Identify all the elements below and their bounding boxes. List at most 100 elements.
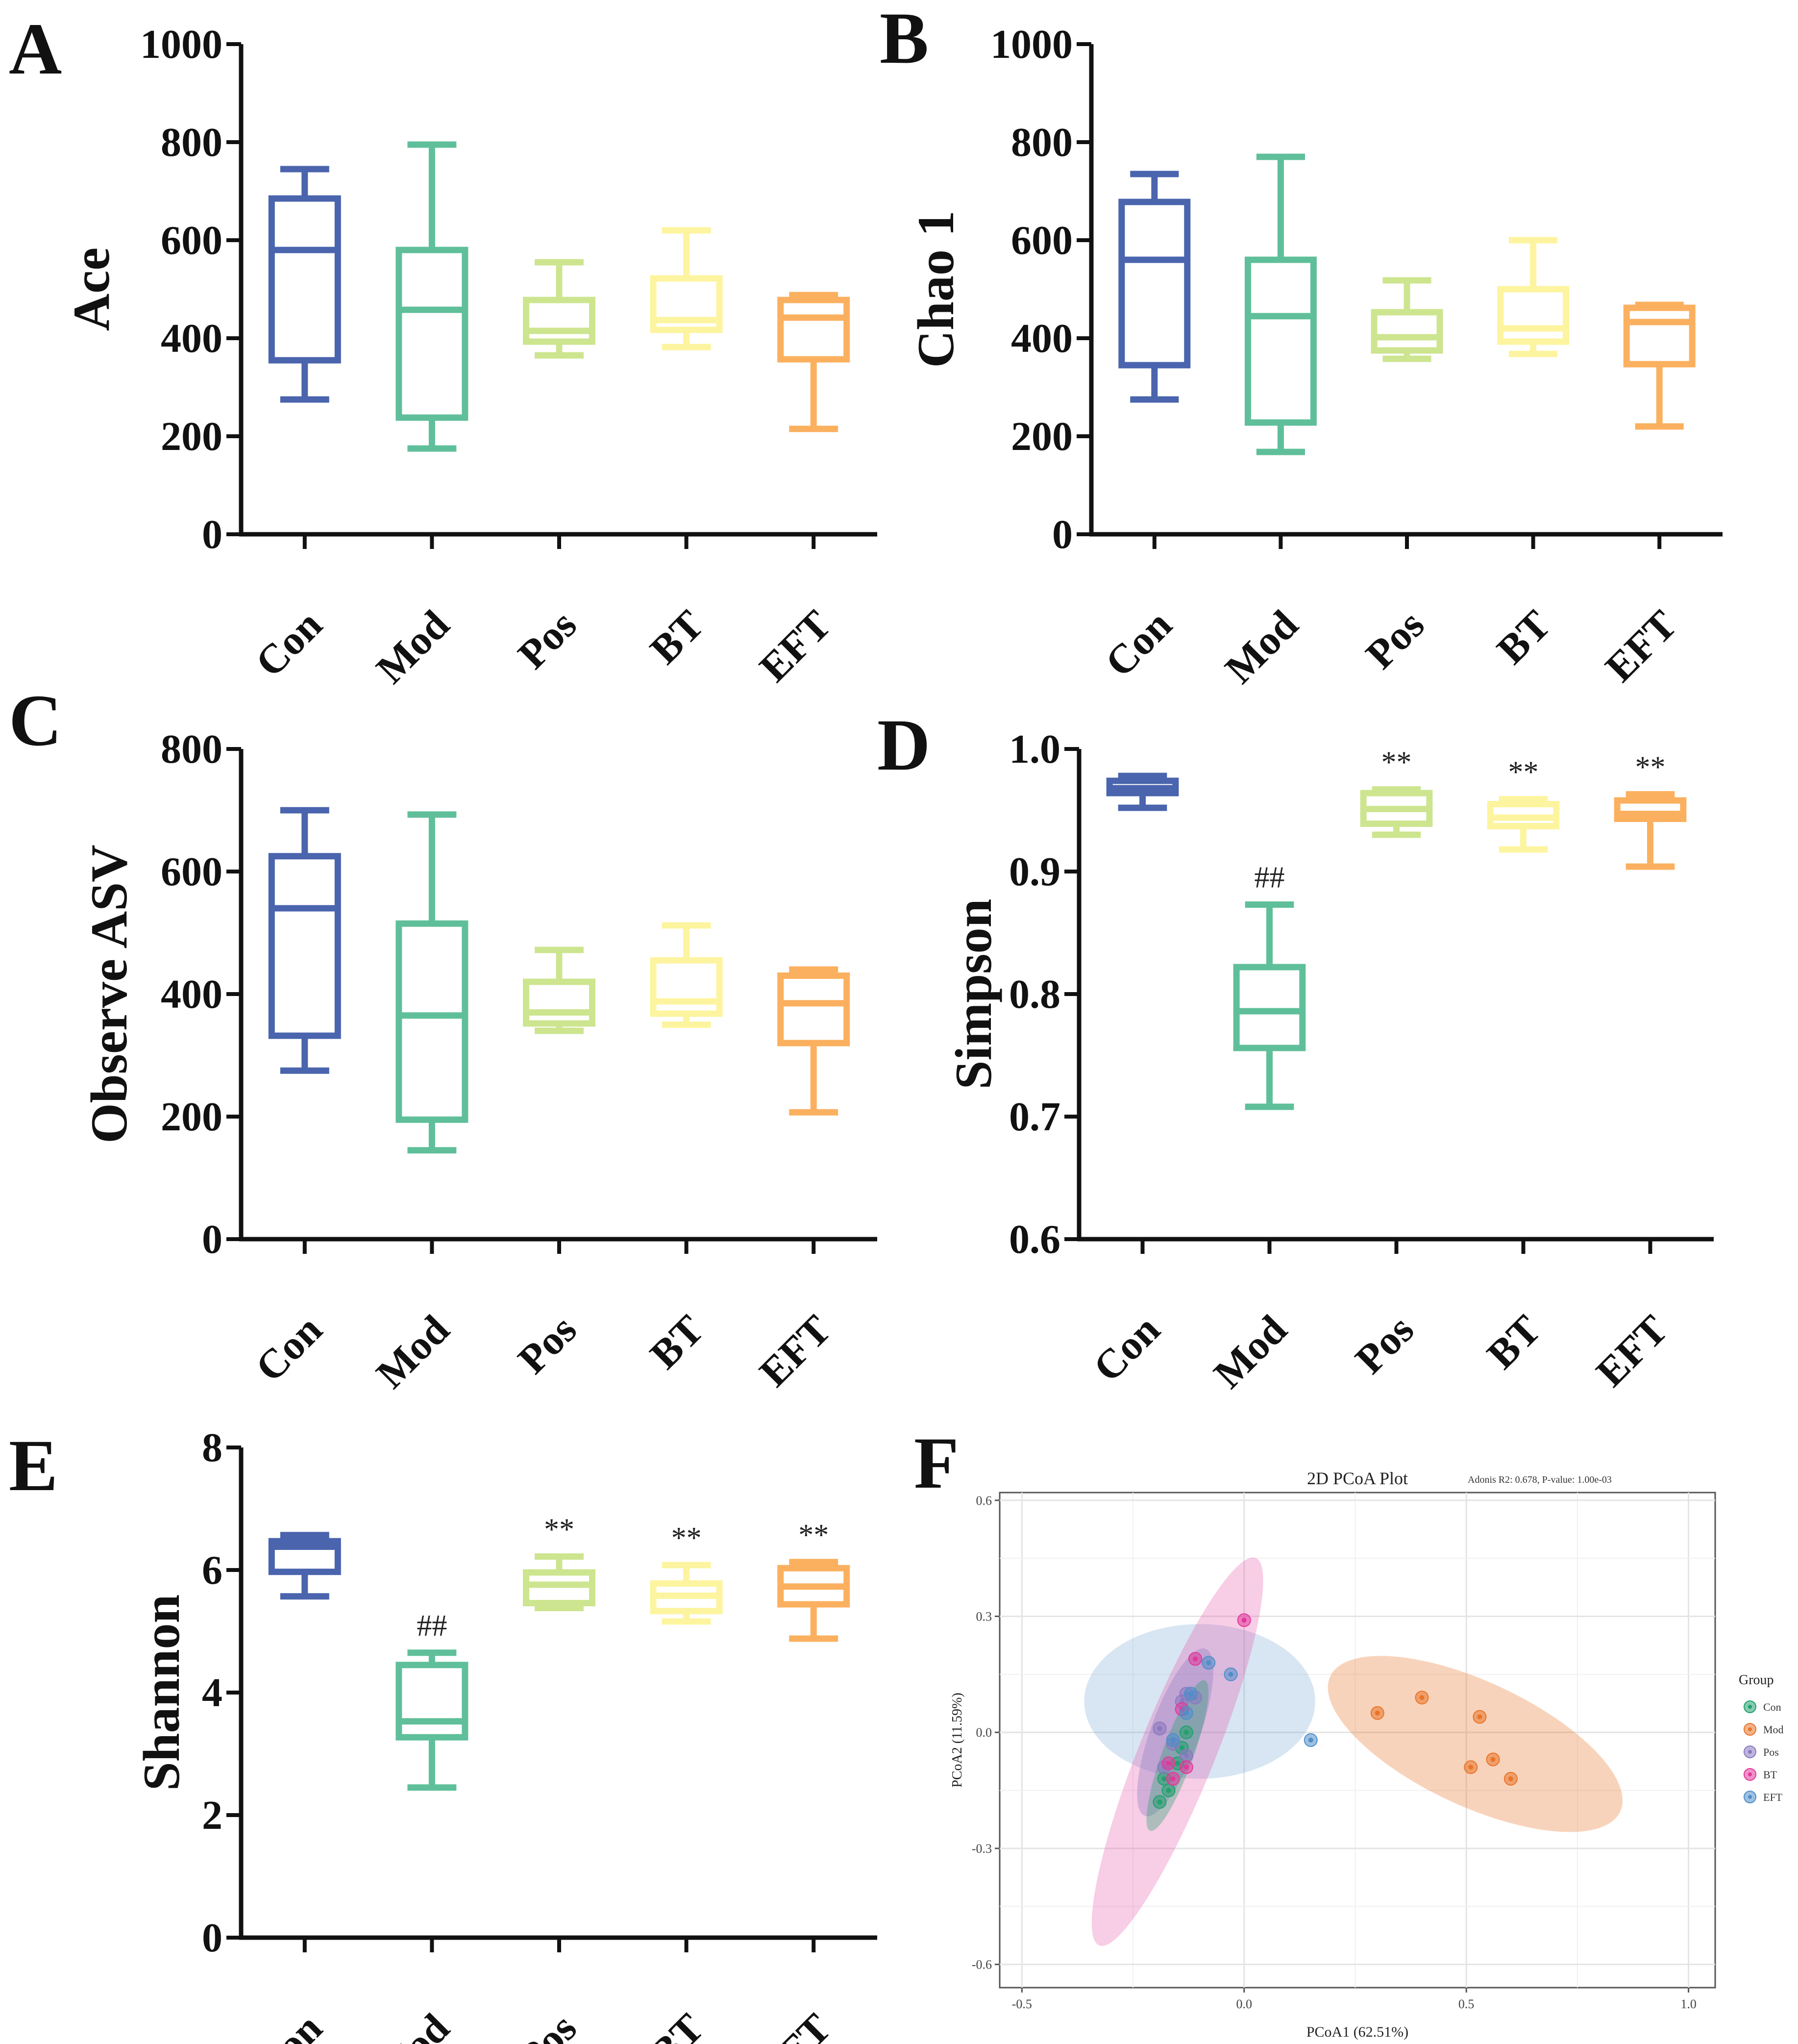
- y-tick-label: 400: [1011, 316, 1073, 361]
- iqr-box: [268, 1538, 341, 1575]
- significance-mark-bt: **: [671, 1521, 702, 1555]
- box-mod: [395, 1649, 468, 1791]
- y-tick-label: 800: [1011, 120, 1073, 165]
- point-core: [1179, 1745, 1184, 1750]
- y-tick-label: 1000: [140, 22, 222, 67]
- point-core: [1308, 1738, 1313, 1743]
- box-eft: [1614, 791, 1687, 870]
- point-core: [1175, 1761, 1180, 1766]
- y-tick-label: -0.6: [972, 1958, 992, 1972]
- box-pos: [523, 1553, 595, 1611]
- y-tick-label: 0.6: [1009, 1217, 1060, 1262]
- box-pos: [1360, 786, 1433, 838]
- data-point-mod: [1370, 1706, 1384, 1720]
- legend-item-pos: Pos: [1744, 1745, 1779, 1758]
- y-tick-label: 800: [161, 120, 222, 165]
- significance-mark-bt: **: [1508, 756, 1539, 789]
- legend-title: Group: [1739, 1672, 1774, 1688]
- point-core: [1183, 1730, 1189, 1735]
- data-point-bt: [1237, 1613, 1251, 1627]
- significance-mark-eft: **: [1635, 751, 1666, 784]
- y-tick-label: 0.9: [1009, 849, 1060, 895]
- legend-swatch-core: [1748, 1795, 1752, 1799]
- box-bt: [650, 922, 723, 1028]
- box-pos: [1371, 277, 1443, 362]
- box-bt: [1497, 237, 1570, 357]
- point-core: [1166, 1761, 1171, 1766]
- legend-swatch-core: [1748, 1750, 1752, 1754]
- plot-title: 2D PCoA Plot: [1307, 1469, 1408, 1488]
- box-mod: [395, 141, 468, 452]
- significance-mark-eft: **: [798, 1519, 829, 1552]
- y-tick-label: 800: [161, 726, 222, 772]
- box-pos: [523, 259, 595, 359]
- iqr-box: [1244, 256, 1317, 426]
- y-tick-label: 600: [161, 849, 222, 895]
- y-tick-label: 1.0: [1009, 726, 1060, 772]
- x-tick-label: 0.0: [1236, 1997, 1253, 2011]
- legend-swatch-core: [1748, 1705, 1752, 1709]
- data-point-pos: [1153, 1721, 1167, 1736]
- x-tick-label: 1.0: [1680, 1997, 1697, 2011]
- point-core: [1206, 1660, 1211, 1666]
- y-tick-label: 200: [161, 414, 222, 459]
- box-eft: [777, 966, 850, 1116]
- point-core: [1477, 1714, 1482, 1720]
- point-core: [1161, 1776, 1167, 1781]
- iqr-box: [777, 972, 850, 1047]
- iqr-box: [650, 275, 723, 333]
- confidence-ellipse-con: [1146, 1680, 1209, 1831]
- y-tick-label: 0: [1052, 512, 1073, 557]
- y-tick-label: 0: [202, 1915, 222, 1961]
- legend-label: Pos: [1763, 1746, 1779, 1758]
- point-core: [1241, 1618, 1247, 1623]
- y-axis-label: Simpson: [945, 899, 1002, 1090]
- iqr-box: [1371, 309, 1443, 354]
- y-axis-label: Observe ASV: [80, 845, 138, 1144]
- panel-f-pcoa-plot: -0.5 0.0 0.5 1.0 -0.6 -0.3 0.0 0.3 0.6 2D PCoA Pl…: [950, 1469, 1784, 2040]
- point-core: [1166, 1788, 1171, 1793]
- iqr-box: [523, 978, 595, 1027]
- y-axis-label: Ace: [63, 248, 120, 331]
- box-con: [1106, 773, 1179, 811]
- significance-mark-pos: **: [1381, 746, 1412, 779]
- legend-label: EFT: [1763, 1791, 1783, 1803]
- box-con: [1118, 171, 1191, 403]
- y-tick-label: 6: [202, 1547, 222, 1593]
- data-point-mod: [1473, 1710, 1487, 1724]
- iqr-box: [395, 247, 468, 421]
- y-tick-label: 400: [161, 972, 222, 1017]
- significance-mark-mod: ##: [417, 1609, 447, 1643]
- significance-mark-mod: ##: [1255, 861, 1285, 895]
- data-point-mod: [1415, 1691, 1429, 1705]
- legend-item-mod: Mod: [1744, 1723, 1784, 1736]
- box-pos: [523, 947, 595, 1034]
- y-axis-label: Chao 1: [907, 210, 964, 368]
- y-tick-label: 200: [1011, 414, 1073, 459]
- data-point-pos: [1179, 1748, 1193, 1763]
- data-point-mod: [1486, 1752, 1500, 1767]
- data-point-con: [1179, 1725, 1193, 1740]
- iqr-box: [395, 920, 468, 1123]
- data-point-eft: [1202, 1656, 1216, 1670]
- plot-area: [999, 1492, 1716, 1989]
- data-point-bt: [1161, 1756, 1176, 1770]
- point-core: [1188, 1691, 1193, 1696]
- box-con: [268, 807, 341, 1074]
- data-point-eft: [1224, 1667, 1238, 1681]
- y-tick-label: -0.3: [972, 1842, 992, 1856]
- point-core: [1157, 1799, 1162, 1805]
- legend-item-bt: BT: [1744, 1768, 1777, 1781]
- box-bt: [1487, 796, 1560, 853]
- data-point-eft: [1179, 1706, 1193, 1720]
- legend-label: Con: [1763, 1701, 1781, 1713]
- y-tick-label: 0.7: [1009, 1094, 1060, 1140]
- box-con: [268, 166, 341, 403]
- panel-letter-d: D: [877, 704, 930, 786]
- x-tick-label: 0.5: [1458, 1997, 1475, 2011]
- y-tick-label: 2: [202, 1793, 222, 1838]
- iqr-box: [1497, 286, 1570, 345]
- y-tick-label: 0.6: [976, 1494, 992, 1508]
- legend-item-con: Con: [1744, 1700, 1781, 1713]
